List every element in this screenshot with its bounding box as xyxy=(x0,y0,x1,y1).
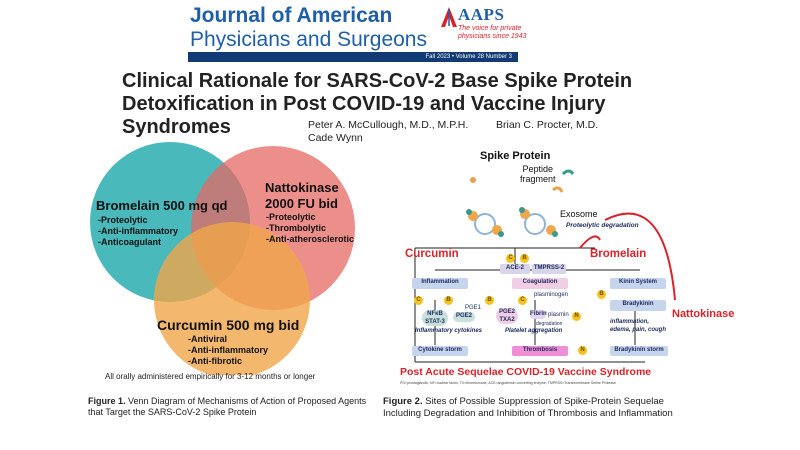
aaps-logo-text: AAPS xyxy=(458,5,505,24)
fibrin-node: Fibrin xyxy=(530,310,547,319)
bromelain-item: -Anticoagulant xyxy=(98,237,161,247)
journal-title-line2: Physicians and Surgeons xyxy=(190,28,427,51)
bradykinin-box: Bradykinin xyxy=(610,300,666,311)
bromelain-inhibitor-icon: B xyxy=(597,290,606,299)
bromelain-inhibitor-icon: B xyxy=(520,254,529,263)
pge2-txa2-node: PGE2 TXA2 xyxy=(496,308,518,324)
issue-bar: Fall 2023 • Volume 28 Number 3 xyxy=(188,52,518,62)
paper-title: Clinical Rationale for SARS-CoV-2 Base S… xyxy=(122,70,633,138)
cytokine-storm-box: Cytokine storm xyxy=(412,346,468,356)
pathway-diagram xyxy=(414,169,676,363)
nattokinase-inhibitor-icon: N xyxy=(578,346,587,355)
proteolytic-label: Proteolytic degradation xyxy=(566,222,639,229)
nattokinase-items: -Proteolytic -Thrombolytic -Anti-atheros… xyxy=(266,212,354,245)
figure2-caption-text: Sites of Possible Suppression of Spike-P… xyxy=(383,396,673,419)
figure2-footnote: PG=prostaglandin, NF=nuclear factor, TX=… xyxy=(400,381,616,385)
bromelain-inhibitor-icon: B xyxy=(485,296,494,305)
author-procter: Brian C. Procter, M.D. xyxy=(496,119,599,131)
platelet-aggregation-label: Platelet aggregation xyxy=(505,328,563,334)
tmprss2-box: TMPRSS-2 xyxy=(532,264,566,274)
exosome-label: Exosome xyxy=(560,209,598,219)
figure1-caption: Figure 1. Venn Diagram of Mechanisms of … xyxy=(88,396,378,418)
curcumin-heading: Curcumin 500 mg bid xyxy=(157,317,300,333)
stat3-label: STAT-3 xyxy=(425,319,445,325)
degradation-label: degradation xyxy=(536,321,563,327)
curcumin-item: -Antiviral xyxy=(188,334,228,344)
author-wynn: Cade Wynn xyxy=(308,132,363,144)
spike-protein-icon xyxy=(470,169,575,193)
venn-diagram xyxy=(90,142,355,375)
bromelain-heading: Bromelain 500 mg qd xyxy=(96,198,228,213)
exosome-left-icon xyxy=(466,209,504,237)
bromelain-inhibitor-icon: B xyxy=(444,296,453,305)
curcumin-inhibitor-icon: C xyxy=(518,296,527,305)
aaps-logo-icon xyxy=(441,7,457,27)
bromelain-items: -Proteolytic -Anti-inflammatory -Anticoa… xyxy=(98,215,178,248)
bromelain-item: -Anti-inflammatory xyxy=(98,226,179,236)
pge2-node: PGE2 xyxy=(453,312,475,322)
nattokinase-item: -Thrombolytic xyxy=(266,223,326,233)
curcumin-inhibitor-icon: C xyxy=(414,296,423,305)
nattokinase-arrow xyxy=(604,212,676,301)
venn-circle-curcumin xyxy=(154,222,310,375)
peptide-label: Peptide xyxy=(522,164,554,174)
spike-protein-label: Spike Protein xyxy=(480,150,551,162)
pge1-label: PGE1 xyxy=(465,305,482,311)
thrombosis-box: Thrombosis xyxy=(512,346,568,356)
journal-title-line1: Journal of American xyxy=(190,4,393,27)
nattokinase-heading-2: 2000 FU bid xyxy=(265,196,338,211)
fragment-label: fragment xyxy=(520,174,556,184)
kinin-system-box: Kinin System xyxy=(610,278,666,289)
peptide-fragment-label: Peptide fragment xyxy=(520,164,556,184)
nattokinase-inhibitor-icon: N xyxy=(572,312,581,321)
nfkb-label: NFκB xyxy=(427,311,443,317)
plasminogen-label: plasminogen xyxy=(534,292,569,298)
plasmin-label: plasmin xyxy=(548,312,569,318)
nattokinase-item: -Proteolytic xyxy=(266,212,316,222)
nattokinase-heading-1: Nattokinase xyxy=(265,180,339,195)
inflammatory-cytokines-label: Inflammatory cytokines xyxy=(415,328,483,334)
nattokinase-label: Nattokinase xyxy=(672,308,735,320)
ace2-box: ACE-2 xyxy=(500,264,530,274)
coagulation-box: Coagulation xyxy=(512,278,568,289)
venn-note: All orally administered empirically for … xyxy=(105,372,316,381)
figure1-caption-text: Venn Diagram of Mechanisms of Action of … xyxy=(88,396,367,417)
figure2-caption: Figure 2. Sites of Possible Suppression … xyxy=(383,396,693,420)
nfkb-stat3-node: NFκB STAT-3 xyxy=(422,310,448,326)
pge2-label: PGE2 xyxy=(498,309,515,315)
inflammation-edema-label: inflammation, edema, pain, cough xyxy=(610,319,667,333)
author-mccullough: Peter A. McCullough, M.D., M.P.H. xyxy=(308,119,469,131)
curcumin-label: Curcumin xyxy=(405,248,459,260)
curcumin-item: -Anti-fibrotic xyxy=(188,356,242,366)
bromelain-arrow xyxy=(579,235,601,249)
bradykinin-storm-box: Bradykinin storm xyxy=(610,346,668,356)
figure2-label: Figure 2. xyxy=(383,396,423,407)
inflammation-box: Inflammation xyxy=(412,278,468,289)
nattokinase-item: -Anti-atherosclerotic xyxy=(266,234,355,244)
curcumin-items: -Antiviral -Anti-inflammatory -Anti-fibr… xyxy=(188,334,268,367)
aaps-tagline: The voice for private physicians since 1… xyxy=(458,25,527,40)
curcumin-item: -Anti-inflammatory xyxy=(188,345,269,355)
bromelain-item: -Proteolytic xyxy=(98,215,148,225)
bromelain-label: Bromelain xyxy=(590,248,647,260)
curcumin-inhibitor-icon: C xyxy=(506,254,515,263)
exosome-right-icon xyxy=(519,207,558,237)
txa2-label: TXA2 xyxy=(499,317,515,323)
pasc-label: Post Acute Sequelae COVID-19 Vaccine Syn… xyxy=(400,366,652,378)
figure1-label: Figure 1. xyxy=(88,396,126,406)
